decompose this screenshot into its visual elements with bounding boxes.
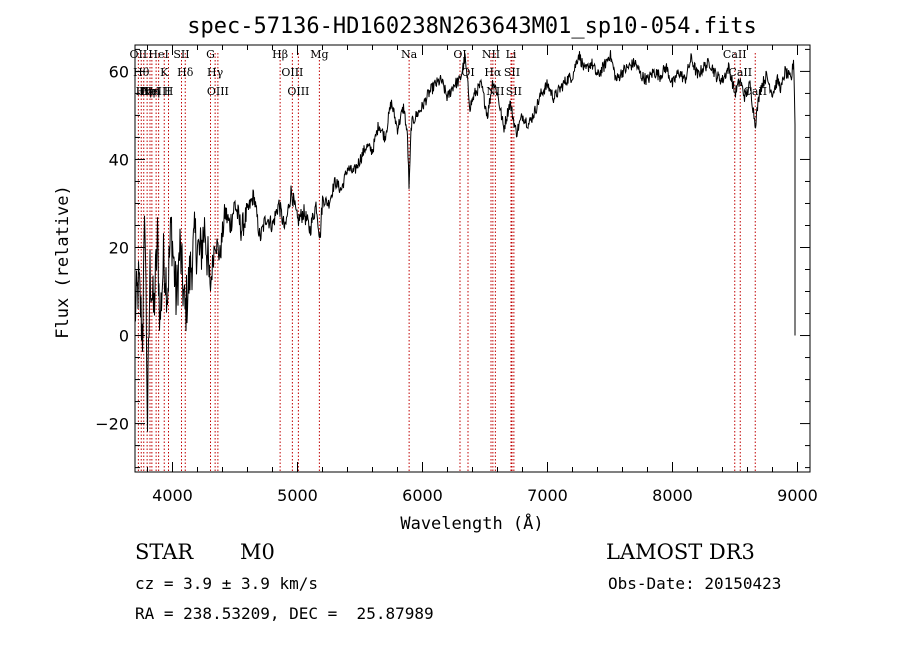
line-label-g: G	[206, 48, 215, 61]
line-label-hη: Hη	[136, 85, 152, 98]
line-label-nii: NII	[482, 48, 500, 61]
x-tick-label: 7000	[527, 486, 568, 505]
subclass: M0	[240, 540, 275, 564]
line-label-h: H	[164, 85, 174, 98]
line-label-hei: HeI	[140, 85, 160, 98]
line-label-oiii: OIII	[207, 85, 229, 98]
obs-date: Obs-Date: 20150423	[608, 574, 782, 593]
line-label-sii: SII	[173, 48, 189, 61]
x-tick-label: 6000	[402, 486, 443, 505]
line-label-hη: Hη	[139, 85, 155, 98]
spectral-line-markers	[137, 53, 756, 472]
line-label-neiii: NeIII	[142, 85, 171, 98]
y-tick-label: 60	[109, 62, 129, 81]
line-label-li: Li	[506, 48, 517, 61]
line-label-hα: Hα	[484, 66, 502, 79]
spectrum-layer	[134, 50, 796, 432]
redshift-readout: cz = 3.9 ± 3.9 km/s	[135, 574, 319, 593]
line-label-hβ: Hβ	[272, 48, 288, 61]
line-label-hγ: Hγ	[207, 66, 224, 79]
line-label-mg: Mg	[310, 48, 328, 61]
y-tick-label: −20	[95, 415, 129, 434]
x-axis-label: Wavelength (Å)	[400, 512, 543, 534]
plot-frame	[134, 44, 811, 473]
line-label-caii: CaII	[728, 66, 752, 79]
line-label-oiii: OIII	[281, 66, 303, 79]
y-tick-label: 40	[109, 150, 129, 169]
survey-name: LAMOST DR3	[606, 540, 755, 564]
line-label-sii: SII	[504, 66, 520, 79]
line-label-sii: SII	[506, 85, 522, 98]
axis-ticks: 4000 5000 6000 7000 8000 9000 −20 0 20 40 60	[95, 45, 818, 505]
line-label-hη: Hη	[144, 85, 160, 98]
line-label-caii: CaII	[723, 48, 747, 61]
line-label-nii: NII	[486, 85, 504, 98]
line-label-hθ: Hθ	[133, 66, 150, 79]
spectrum-line	[134, 50, 796, 432]
x-tick-label: 4000	[152, 486, 193, 505]
line-label-hδ: Hδ	[177, 66, 194, 79]
line-label-oii: OII	[130, 48, 148, 61]
coordinates-readout: RA = 238.53209, DEC = 25.87989	[135, 604, 434, 623]
line-label-oi: OI	[453, 48, 466, 61]
object-type: STAR	[135, 540, 194, 564]
x-tick-label: 5000	[277, 486, 318, 505]
x-tick-label: 9000	[777, 486, 818, 505]
x-tick-label: 8000	[652, 486, 693, 505]
plot-area-border	[134, 44, 811, 473]
line-label-caii: CaII	[743, 85, 767, 98]
line-label-na: Na	[401, 48, 418, 61]
y-tick-label: 20	[109, 238, 129, 257]
chart-title: spec-57136-HD160238N263643M01_sp10-054.f…	[187, 14, 757, 39]
y-tick-label: 0	[119, 327, 129, 346]
line-label-hei: HeI	[148, 48, 168, 61]
line-label-oi: OI	[461, 66, 474, 79]
line-label-k: K	[160, 66, 169, 79]
y-axis-label: Flux (relative)	[53, 185, 73, 339]
spectral-line-labels: OIIHθHηHηHeIHηNeIIIHeIKHSIIHδGHγOIIIHβOI…	[130, 48, 768, 98]
line-label-oiii: OIII	[287, 85, 309, 98]
